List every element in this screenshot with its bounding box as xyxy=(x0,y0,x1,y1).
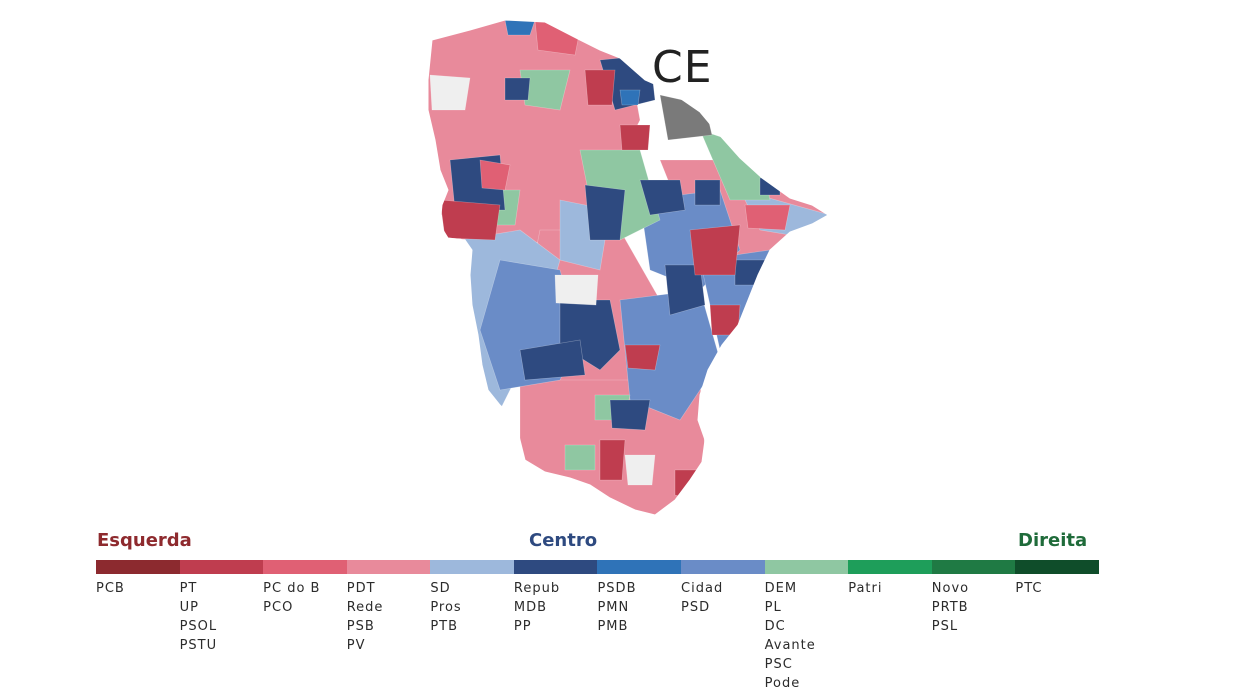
legend-group-right: Direita xyxy=(1018,530,1088,551)
party-label: PTB xyxy=(430,619,459,634)
legend-swatch xyxy=(1015,560,1099,574)
municipality-region xyxy=(599,439,626,481)
party-label: UP xyxy=(179,600,199,615)
legend-swatch xyxy=(848,560,932,574)
party-label: Repub xyxy=(513,581,561,596)
party-label: PMN xyxy=(597,600,630,615)
legend-party-column: Patri xyxy=(848,579,932,693)
legend-party-column: PTC xyxy=(1015,579,1099,693)
party-label: Novo xyxy=(931,581,970,596)
municipality-region xyxy=(429,74,471,111)
municipality-region xyxy=(694,179,721,206)
party-label: PCO xyxy=(263,600,294,615)
party-label: PTC xyxy=(1015,581,1043,596)
municipality-region xyxy=(504,20,536,36)
party-label: PSOL xyxy=(179,619,218,634)
party-label: Rede xyxy=(346,600,384,615)
legend-swatch xyxy=(430,560,514,574)
legend-swatch xyxy=(764,560,849,574)
legend-party-column: Repub MDB PP xyxy=(514,579,598,693)
ceara-state-map xyxy=(427,19,829,516)
municipality-region xyxy=(554,274,599,306)
municipality-region xyxy=(439,199,501,241)
map-area: CE xyxy=(427,19,829,516)
municipality-region xyxy=(479,159,511,191)
municipality-region xyxy=(734,259,771,286)
state-label: CE xyxy=(652,42,713,93)
party-label: PSTU xyxy=(179,638,218,653)
legend-swatch xyxy=(513,560,598,574)
municipality-region xyxy=(584,69,616,106)
legend-swatch xyxy=(681,560,765,574)
legend-color-scale xyxy=(96,560,1099,574)
party-label: PSD xyxy=(681,600,711,615)
party-label: PMB xyxy=(597,619,629,634)
legend-party-column: Cidad PSD xyxy=(681,579,765,693)
party-label: PSL xyxy=(931,619,959,634)
legend-group-center: Centro xyxy=(529,530,598,551)
municipality-region xyxy=(624,454,656,486)
municipality-region xyxy=(584,184,626,241)
legend-party-column: PC do B PCO xyxy=(263,579,347,693)
party-label: PSB xyxy=(346,619,375,634)
legend-party-column: Novo PRTB PSL xyxy=(932,579,1016,693)
legend-swatch xyxy=(263,560,347,574)
party-label: Pode xyxy=(764,676,801,691)
legend-party-column: SD Pros PTB xyxy=(430,579,514,693)
party-label: PL xyxy=(764,600,782,615)
party-label: PP xyxy=(513,619,532,634)
municipality-region xyxy=(619,124,651,151)
legend-party-column: DEM PL DC Avante PSC Pode xyxy=(765,579,849,693)
legend-party-column: PCB xyxy=(96,579,180,693)
party-label: DC xyxy=(764,619,786,634)
party-label: Cidad xyxy=(681,581,724,596)
legend-group-left: Esquerda xyxy=(97,530,192,551)
municipality-region xyxy=(759,177,781,196)
legend-swatch xyxy=(931,560,1016,574)
municipality-region xyxy=(619,89,641,106)
party-label: PV xyxy=(346,638,366,653)
legend-party-column: PSDB PMN PMB xyxy=(597,579,681,693)
legend-swatch xyxy=(346,560,431,574)
party-label: Pros xyxy=(430,600,462,615)
municipality-region xyxy=(639,179,686,216)
legend-party-columns: PCB PT UP PSOL PSTU PC do B PCO PDT Rede PSB PV SD P… xyxy=(96,579,1099,693)
party-label: PT xyxy=(179,581,198,596)
party-label: PSDB xyxy=(597,581,637,596)
party-label: PC do B xyxy=(263,581,321,596)
party-label: MDB xyxy=(513,600,548,615)
party-label: PDT xyxy=(346,581,376,596)
municipality-region xyxy=(744,204,791,231)
party-label: SD xyxy=(430,581,451,596)
municipality-region xyxy=(709,304,741,336)
party-label: PSC xyxy=(764,657,793,672)
municipality-region xyxy=(609,399,651,431)
municipality-region xyxy=(564,444,596,471)
party-label: PRTB xyxy=(931,600,969,615)
municipality-region xyxy=(534,20,581,56)
municipality-region xyxy=(519,339,586,381)
legend-party-column: PT UP PSOL PSTU xyxy=(180,579,264,693)
party-label: Avante xyxy=(764,638,816,653)
municipality-region xyxy=(504,77,531,101)
legend-swatch xyxy=(597,560,682,574)
municipality-region xyxy=(689,224,741,276)
party-label: PCB xyxy=(96,581,125,596)
legend-party-column: PDT Rede PSB PV xyxy=(347,579,431,693)
party-label: DEM xyxy=(764,581,798,596)
legend-swatch xyxy=(96,560,180,574)
legend-swatch xyxy=(179,560,264,574)
party-label: Patri xyxy=(848,581,883,596)
municipality-region xyxy=(624,344,661,371)
municipality-region xyxy=(664,264,706,316)
